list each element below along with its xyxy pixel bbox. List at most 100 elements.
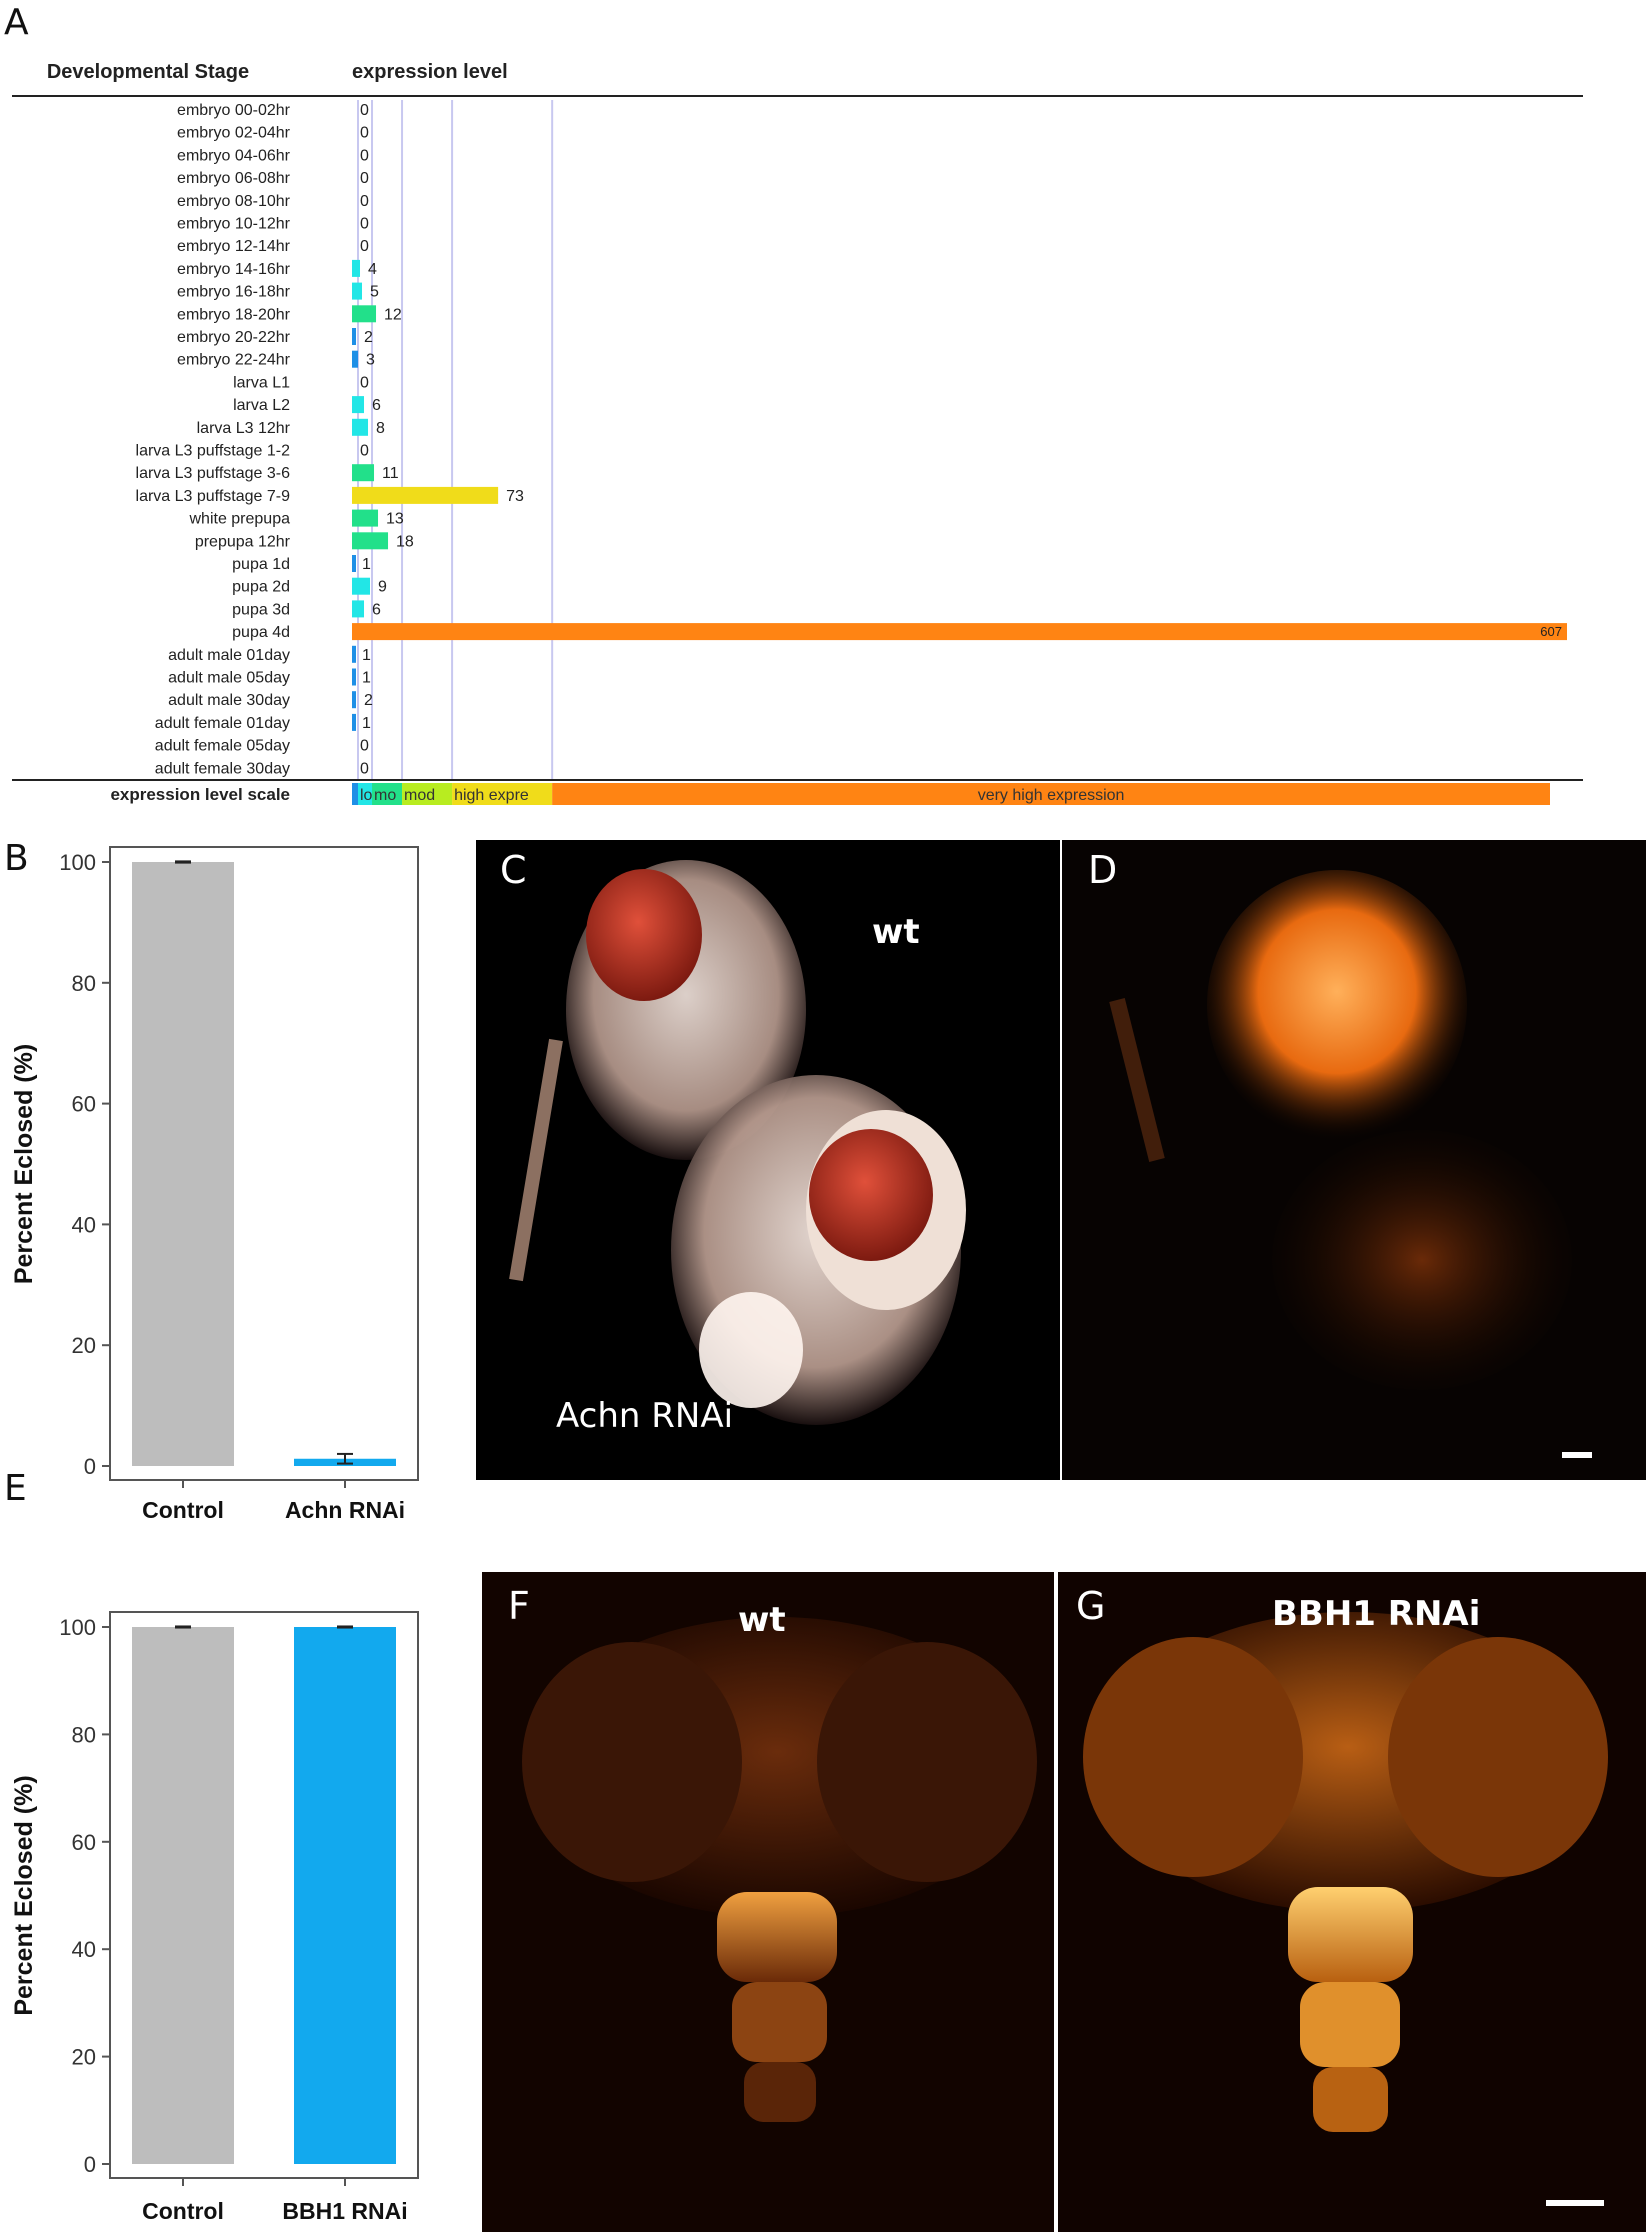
scale-segment-label: mod [404,787,435,804]
expression-bar [352,486,499,504]
stage-label: embryo 04-06hr [177,147,291,164]
stage-label: pupa 2d [232,579,290,596]
stage-label: embryo 06-08hr [177,170,291,187]
value-label: 0 [360,738,369,755]
y-tick-label: 40 [72,1937,96,1962]
label-achn-rnai: Achn RNAi [556,1396,734,1436]
expression-bar [352,259,361,277]
y-axis-label: Percent Eclosed (%) [10,1775,38,2015]
value-label: 0 [360,216,369,233]
stage-label: larva L1 [233,374,290,391]
eclosion-bar [294,1627,396,2164]
y-tick-label: 20 [72,2045,96,2070]
fly-photo-c [509,860,966,1425]
value-label: 1 [362,670,371,687]
y-tick-label: 100 [59,850,96,875]
stage-label: pupa 4d [232,624,290,641]
scale-segment [402,783,453,805]
eclosion-bar [132,1627,234,2164]
value-label: 4 [368,261,377,278]
stage-label: pupa 1d [232,556,290,573]
expression-bar [352,305,377,323]
value-label: 3 [366,352,375,369]
scale-segment [372,783,403,805]
stage-label: embryo 16-18hr [177,284,291,301]
scale-segment-label: very high expression [978,787,1125,804]
stage-label: embryo 02-04hr [177,125,291,142]
stage-label: adult female 01day [155,715,290,732]
stage-label: adult male 01day [168,647,290,664]
stage-label: embryo 12-14hr [177,238,291,255]
stage-label: larva L2 [233,397,290,414]
value-label: 1 [362,556,371,573]
scale-segment-label: mo [374,787,396,804]
expression-bar [352,691,357,709]
stage-label: embryo 18-20hr [177,306,291,323]
eclosion-chart-bbh1: 0 20 40 60 80 100 Percent Eclosed (%) Control BB… [10,1611,419,2224]
expression-bar [352,396,365,414]
stage-label: embryo 00-02hr [177,102,291,119]
fly-head-g [1083,1612,1608,2206]
scale-label: expression level scale [110,785,290,804]
value-label: 9 [378,579,387,596]
stage-label: larva L3 puffstage 7-9 [136,488,291,505]
scale-segment [552,783,1550,805]
value-label: 0 [360,102,369,119]
y-axis-label: Percent Eclosed (%) [10,1044,38,1284]
y-tick-label: 60 [72,1092,96,1117]
expression-level-chart: Developmental Stage expression level embry… [12,61,1583,805]
stage-label: adult male 05day [168,670,290,687]
expression-bar [352,509,379,527]
x-tick-label: Achn RNAi [285,1497,405,1523]
value-label: 1 [362,647,371,664]
photo-panel-f [482,1572,1054,2232]
expression-bar [352,600,365,618]
photo-panel-c [476,840,1060,1480]
stage-label: pupa 3d [232,601,290,618]
level-column-header: expression level [352,61,508,83]
label-bbh1-rnai: BBH1 RNAi [1272,1594,1481,1634]
label-wt-f: wt [738,1600,786,1640]
plot-frame [109,846,419,1481]
eclosion-bar [132,862,234,1466]
value-label: 0 [360,170,369,187]
stage-label: embryo 22-24hr [177,352,291,369]
fly-fluorescence-d [1109,870,1592,1458]
panel-c-letter: C [500,848,527,892]
value-label: 18 [396,533,414,550]
value-label: 0 [360,238,369,255]
value-label: 6 [372,601,381,618]
panel-g-letter: G [1076,1584,1106,1628]
value-label: 0 [360,125,369,142]
expression-bar [352,532,389,550]
y-tick-label: 40 [72,1212,96,1237]
stage-label: larva L3 puffstage 3-6 [136,465,291,482]
fly-head-f [522,1617,1037,2122]
expression-bar [352,350,359,368]
value-label: 607 [1540,624,1562,639]
scale-segment [352,783,359,805]
panel-b-letter: B [4,838,29,879]
value-label: 13 [386,511,404,528]
stage-label: adult female 05day [155,738,290,755]
panel-f-letter: F [508,1584,530,1628]
value-label: 0 [360,147,369,164]
stage-label: adult male 30day [168,692,290,709]
scale-bar-g [1546,2200,1604,2206]
y-tick-label: 100 [59,1615,96,1640]
stage-label: embryo 14-16hr [177,261,291,278]
eclosion-chart-achn: 0 20 40 60 80 100 Percent Eclosed (%) Control Ac… [10,846,419,1523]
value-label: 0 [360,193,369,210]
value-label: 5 [370,284,379,301]
expression-bar [352,668,356,686]
y-tick-label: 80 [72,1722,96,1747]
expression-bar [352,464,375,482]
value-label: 8 [376,420,385,437]
value-label: 6 [372,397,381,414]
y-tick-label: 0 [84,1454,96,1479]
x-tick-label: Control [142,2198,224,2224]
expression-bar [352,623,1567,641]
scale-segment-label: lo [360,787,373,804]
plot-frame [109,1611,419,2179]
y-tick-label: 20 [72,1333,96,1358]
